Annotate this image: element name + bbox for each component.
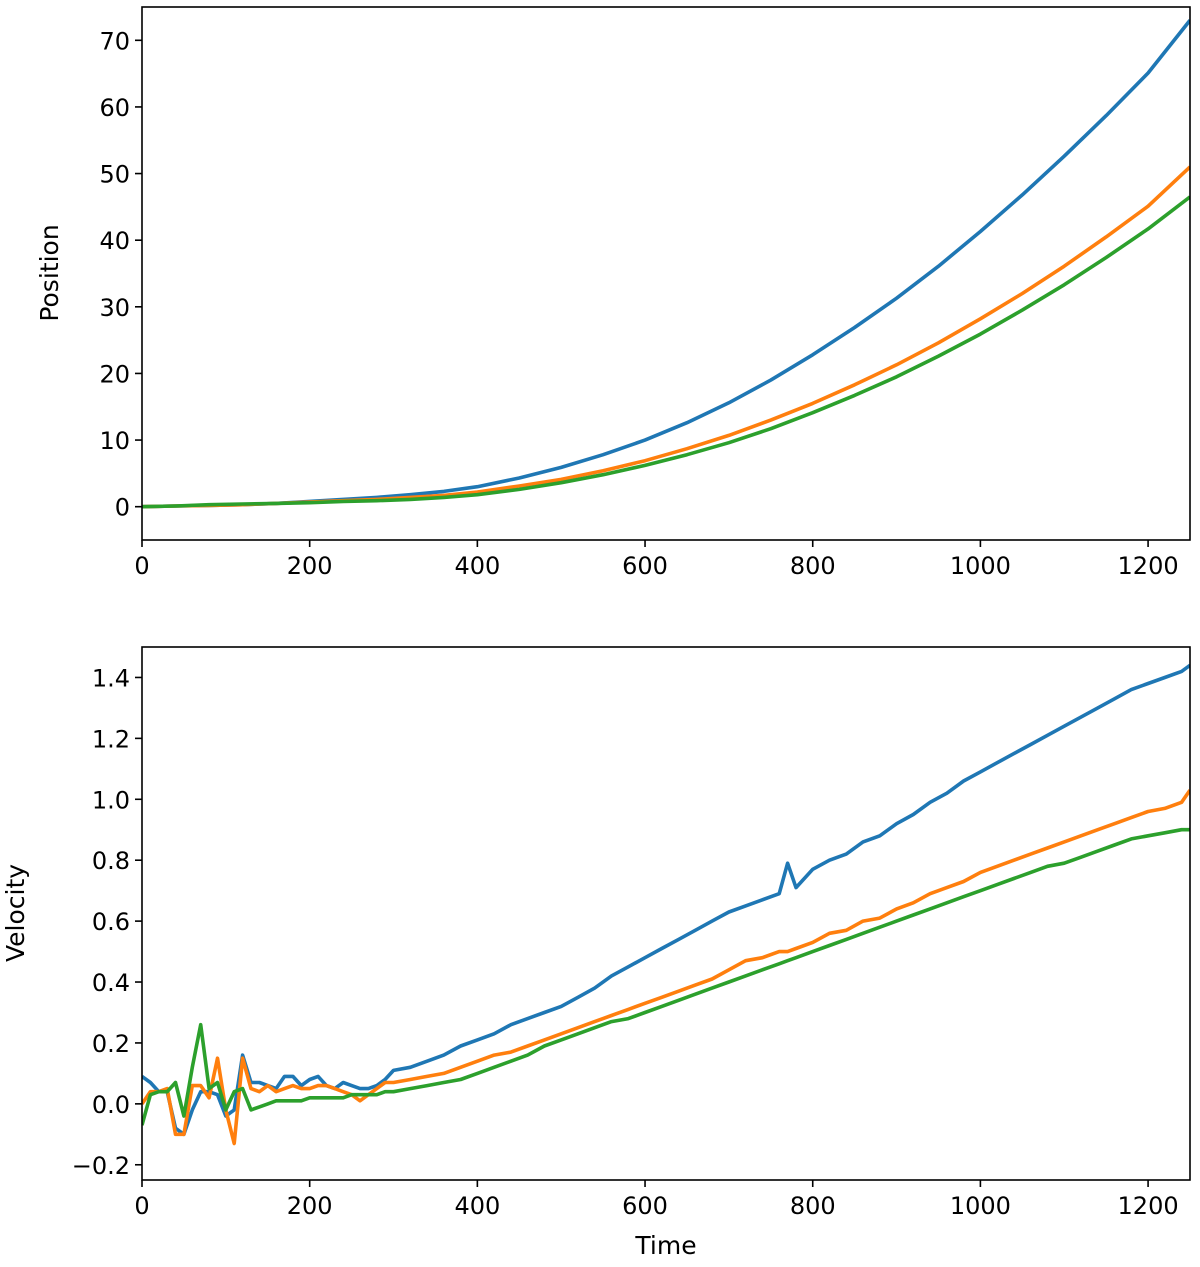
x-tick-label: 600 [622, 552, 668, 580]
y-axis-label: Velocity [1, 864, 30, 962]
y-tick-label: 1.2 [92, 725, 130, 753]
y-tick-label: 60 [99, 94, 130, 122]
series-line-3 [142, 195, 1190, 509]
x-tick-label: 400 [454, 552, 500, 580]
x-tick-label: 200 [287, 1192, 333, 1220]
series-line-1 [142, 19, 1190, 509]
y-tick-label: 0.4 [92, 969, 130, 997]
series-line-2 [142, 165, 1190, 509]
y-tick-label: 30 [99, 294, 130, 322]
x-tick-label: 200 [287, 552, 333, 580]
y-tick-label: 0.6 [92, 908, 130, 936]
series-line-1 [142, 663, 1190, 1137]
velocity-panel: 0 200 400 600 800 1000 1200 −0.2 0.0 0.2 0.4 0.6 0.8… [1, 646, 1191, 1260]
x-tick-label: 600 [622, 1192, 668, 1220]
x-tick-label: 400 [454, 1192, 500, 1220]
x-tick-label: 1000 [950, 1192, 1011, 1220]
x-tick-label: 1200 [1118, 552, 1179, 580]
position-panel: 0 200 400 600 800 1000 1200 0 10 20 30 40 50 60 70 Posi… [35, 6, 1191, 580]
series-line-3 [142, 827, 1190, 1126]
x-tick-label: 1000 [950, 552, 1011, 580]
y-tick-label: 0.8 [92, 847, 130, 875]
x-tick-label: 800 [790, 552, 836, 580]
x-tick-label: 1200 [1118, 1192, 1179, 1220]
y-tick-label: 10 [99, 427, 130, 455]
y-tick-label: 50 [99, 161, 130, 189]
x-tick-label: 0 [134, 1192, 149, 1220]
y-tick-label: 70 [99, 27, 130, 55]
y-tick-label: 1.4 [92, 664, 130, 692]
y-tick-label: 20 [99, 360, 130, 388]
x-tick-label: 800 [790, 1192, 836, 1220]
axes-frame [141, 6, 1191, 541]
axes-frame [141, 646, 1191, 1181]
y-tick-label: −0.2 [72, 1152, 130, 1180]
series-group [142, 663, 1190, 1146]
y-tick-label: 0.0 [92, 1091, 130, 1119]
y-tick-label: 0 [115, 494, 130, 522]
x-axis-label: Time [634, 1231, 696, 1260]
y-tick-label: 0.2 [92, 1030, 130, 1058]
y-tick-label: 40 [99, 227, 130, 255]
y-tick-label: 1.0 [92, 786, 130, 814]
series-group [142, 19, 1190, 509]
y-axis-label: Position [35, 224, 64, 321]
x-tick-label: 0 [134, 552, 149, 580]
series-line-2 [142, 789, 1190, 1146]
